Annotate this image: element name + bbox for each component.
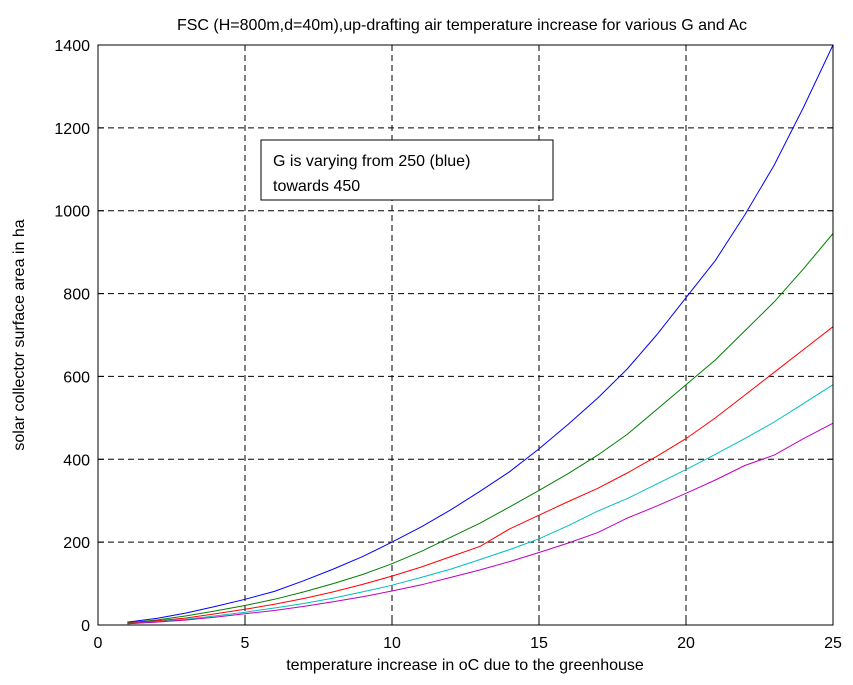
y-tick-label: 600 (63, 369, 90, 386)
chart-title: FSC (H=800m,d=40m),up-drafting air tempe… (177, 17, 747, 34)
series-line-5 (127, 422, 834, 625)
y-axis-title: solar collector surface area in ha (11, 219, 28, 450)
y-tick-label: 800 (63, 287, 90, 304)
y-tick-label: 400 (63, 452, 90, 469)
series-lines (127, 44, 834, 625)
axis-ticks: 0 5 10 15 20 25 0 200 400 600 800 1000 1200 1400 (54, 38, 842, 652)
y-tick-label: 0 (81, 618, 90, 635)
x-axis-title: temperature increase in oC due to the gr… (286, 657, 644, 674)
annotation-line-1: G is varying from 250 (blue) (273, 153, 470, 170)
series-line-4 (127, 384, 834, 625)
x-tick-label: 15 (530, 635, 548, 652)
series-line-1 (127, 44, 834, 623)
x-tick-label: 25 (824, 635, 842, 652)
annotation-box: G is varying from 250 (blue) towards 450 (260, 139, 554, 201)
series-line-3 (127, 326, 834, 624)
y-tick-label: 200 (63, 535, 90, 552)
grid (98, 45, 833, 625)
plot-area-frame (97, 44, 834, 626)
y-tick-label: 1200 (54, 121, 90, 138)
x-tick-label: 5 (241, 635, 250, 652)
series-line-2 (127, 233, 834, 624)
x-tick-label: 20 (677, 635, 695, 652)
y-tick-label: 1000 (54, 204, 90, 221)
annotation-frame (260, 139, 554, 201)
y-tick-label: 1400 (54, 38, 90, 55)
x-tick-label: 10 (383, 635, 401, 652)
annotation-line-2: towards 450 (273, 178, 360, 195)
x-tick-label: 0 (94, 635, 103, 652)
